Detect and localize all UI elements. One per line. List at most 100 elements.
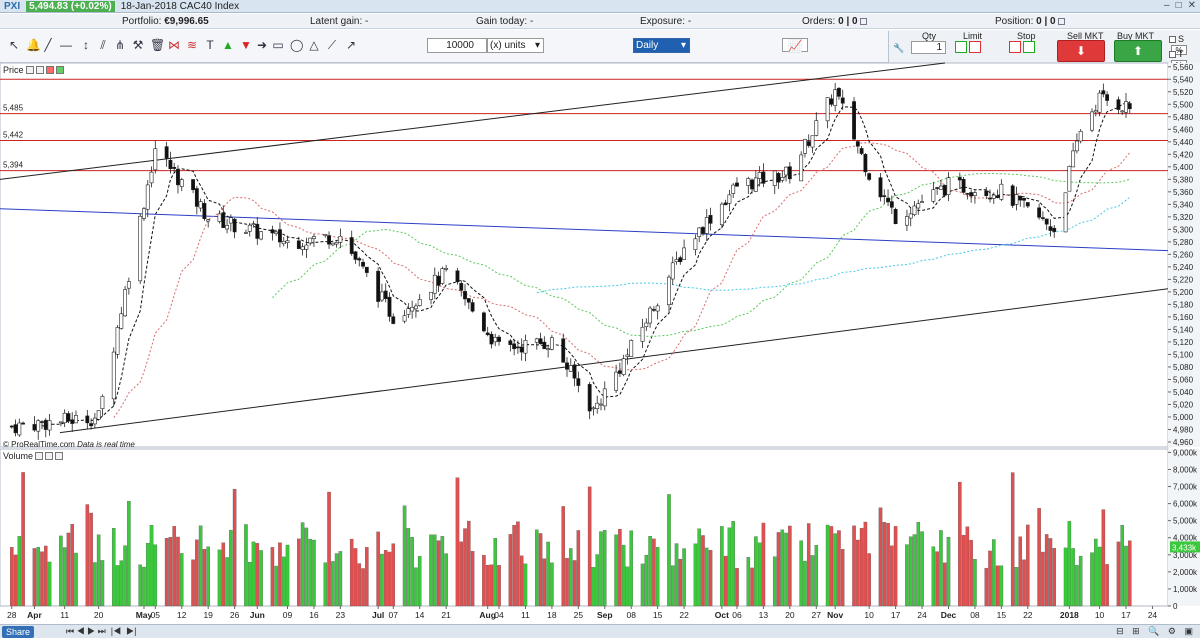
close-panel-icon[interactable] — [55, 452, 64, 460]
trash-icon[interactable]: 🗑 — [150, 38, 166, 52]
pointer-icon[interactable]: ↖ — [8, 38, 20, 52]
stop-loss-checkbox[interactable] — [1169, 36, 1176, 44]
price-volume-chart[interactable]: 4,960 4,980 5,000 5,020 5,040 5,060 5,080 5,100… — [0, 0, 1200, 624]
sell-market-button[interactable]: ⬇ — [1057, 40, 1105, 62]
volume-bar — [429, 534, 433, 607]
candle-down — [995, 195, 1000, 198]
candle-up — [931, 189, 936, 202]
volume-bar — [629, 530, 633, 607]
candle-down — [840, 97, 845, 104]
text-tool-icon[interactable]: T — [206, 38, 214, 52]
trendline-icon[interactable]: ╱ — [44, 38, 52, 52]
minimize-icon[interactable]: – — [1164, 0, 1170, 11]
vertical-line-icon[interactable]: ↕ — [83, 38, 89, 52]
horizontal-line-icon[interactable]: — — [60, 38, 72, 52]
price-axis-tick-label: 5,440 — [1173, 138, 1194, 147]
measure-icon[interactable]: ↗ — [345, 38, 357, 52]
buy-arrow-icon[interactable]: ▲ — [222, 38, 234, 52]
candle-up — [417, 299, 422, 306]
take-profit-checkbox[interactable] — [1169, 51, 1176, 59]
qty-input[interactable]: 1 — [911, 41, 946, 54]
candle-up — [149, 171, 154, 184]
add-indicator-icon[interactable] — [45, 66, 54, 74]
volume-bar — [723, 555, 728, 607]
units-select[interactable]: (x) units ▾ — [487, 38, 544, 53]
upper-trendline — [0, 62, 946, 180]
rectangle-icon[interactable]: ▭ — [272, 38, 284, 52]
candle-down — [867, 173, 872, 180]
volume-bar — [100, 560, 105, 607]
hammer-icon[interactable]: ⚒ — [132, 38, 144, 52]
limit-sell-icon[interactable] — [969, 41, 981, 53]
fibonacci-retracement-icon[interactable]: ≋ — [186, 38, 198, 52]
arrow-right-icon[interactable]: ➜ — [256, 38, 268, 52]
add-overlay-icon[interactable] — [55, 66, 64, 74]
volume-bar — [36, 547, 40, 607]
chevron-down-icon: ▾ — [534, 40, 540, 51]
resistance-level-label: 5,394 — [3, 161, 24, 170]
stop-loss-percent[interactable]: % — [1171, 44, 1187, 55]
position-status[interactable]: Position: 0 | 0 — [995, 16, 1065, 27]
wrench-icon[interactable]: 🔧 — [893, 43, 905, 53]
price-panel-frame — [0, 62, 1169, 448]
period-select[interactable]: Daily ▾ — [633, 38, 690, 53]
volume-bar — [1022, 559, 1026, 607]
orders-status[interactable]: Orders: 0 | 0 — [802, 16, 867, 27]
buy-market-button[interactable]: ⬆ — [1114, 40, 1162, 62]
window-title-bar: PXI 5,494.83 (+0.02%) 18-Jan-2018 CAC40 … — [0, 0, 1200, 13]
volume-bar — [195, 539, 199, 607]
chart-zoom-controls[interactable]: ⊟ ⊞ 🔍 ⚙ ▣ — [1116, 626, 1196, 636]
polyline-icon[interactable]: ⟋ — [327, 38, 337, 52]
close-icon[interactable]: ✕ — [1187, 0, 1196, 11]
stop-sell-icon[interactable] — [1009, 41, 1021, 53]
stop-loss-option[interactable]: S% — [1169, 34, 1200, 55]
volume-axis-tick-label: 5,000k — [1173, 517, 1198, 526]
chart-navigation[interactable]: ⏮ ◀ ▶ ⏭ |◀ ▶| — [66, 626, 137, 636]
volume-bar — [867, 553, 871, 607]
volume-bar — [837, 530, 841, 607]
channel-icon[interactable]: ⫽ — [100, 38, 106, 52]
price-axis-tick-label: 5,160 — [1173, 313, 1194, 322]
volume-bar — [833, 533, 837, 607]
candle-up — [697, 227, 702, 237]
alert-bell-icon[interactable]: 🔔 — [26, 38, 41, 52]
maximize-icon[interactable]: □ — [1175, 0, 1182, 11]
candle-up — [304, 244, 309, 250]
volume-bar — [655, 547, 660, 607]
maximize-panel-icon[interactable] — [45, 452, 54, 460]
orders-open-icon[interactable] — [859, 17, 867, 25]
date-axis-label: 04 — [494, 610, 504, 620]
stop-buy-icon[interactable] — [1023, 41, 1035, 53]
trading-panel: 🔧 Qty 1 Limit Stop Sell MKT ⬇ Buy MKT ⬆ … — [888, 31, 1200, 70]
candle-down — [353, 251, 358, 260]
candle-up — [225, 225, 229, 230]
candle-down — [882, 195, 887, 197]
position-open-icon[interactable] — [1057, 17, 1065, 25]
volume-bar — [176, 536, 180, 607]
triangle-icon[interactable]: △ — [309, 38, 319, 52]
volume-bar — [244, 524, 248, 607]
candle-down — [519, 346, 524, 353]
volume-bar — [750, 567, 754, 607]
sell-arrow-icon[interactable]: ▼ — [240, 38, 252, 52]
volume-bar — [251, 541, 256, 607]
chart-style-icon[interactable]: 📈 — [782, 38, 808, 53]
candle-up — [534, 338, 539, 343]
moving-average-100 — [536, 196, 1131, 294]
limit-buy-icon[interactable] — [955, 41, 967, 53]
andrews-pitchfork-icon[interactable]: ⋔ — [114, 38, 126, 52]
candle-up — [602, 388, 607, 407]
fibonacci-fan-icon[interactable]: ⋈ — [168, 38, 180, 52]
volume-bar — [644, 554, 649, 607]
date-axis-label: 17 — [891, 610, 901, 620]
share-button[interactable]: Share — [2, 626, 35, 638]
volume-bar — [410, 537, 414, 607]
volume-bar — [670, 565, 675, 607]
ellipse-icon[interactable]: ◯ — [290, 38, 304, 52]
wrench-icon[interactable] — [35, 452, 44, 460]
wrench-icon[interactable] — [25, 66, 34, 74]
quantity-input[interactable]: 10000 — [427, 38, 487, 53]
volume-bar — [202, 549, 207, 607]
candle-down — [459, 283, 464, 291]
maximize-panel-icon[interactable] — [35, 66, 44, 74]
